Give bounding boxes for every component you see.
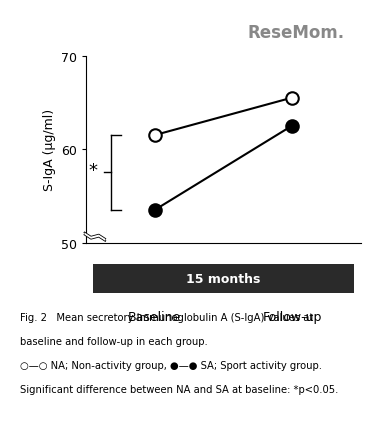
Text: 15 months: 15 months [186,273,261,285]
Text: *: * [89,161,98,179]
Y-axis label: S-IgA (μg/ml): S-IgA (μg/ml) [43,109,56,191]
Text: Significant difference between NA and SA at baseline: *p<0.05.: Significant difference between NA and SA… [20,384,338,394]
Text: baseline and follow-up in each group.: baseline and follow-up in each group. [20,336,207,346]
Text: Follow-up: Follow-up [262,310,322,323]
Polygon shape [85,233,105,241]
Text: Baseline: Baseline [128,310,181,323]
Text: Fig. 2   Mean secretory immunoglobulin A (S-IgA) values at: Fig. 2 Mean secretory immunoglobulin A (… [20,312,313,322]
Text: Interaction  p=0.040: Interaction p=0.040 [200,271,316,281]
Text: ○—○ NA; Non-activity group, ●—● SA; Sport activity group.: ○—○ NA; Non-activity group, ●—● SA; Spor… [20,360,321,370]
Text: ReseMom.: ReseMom. [248,24,345,42]
